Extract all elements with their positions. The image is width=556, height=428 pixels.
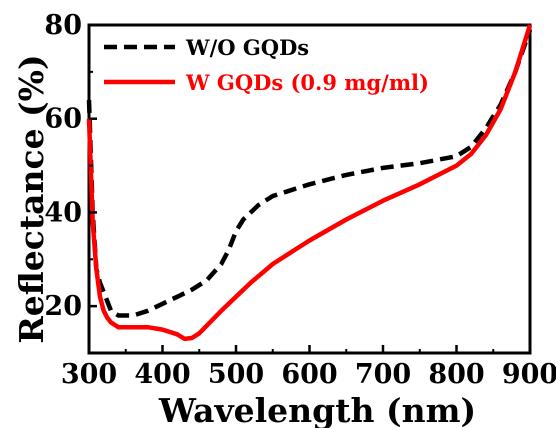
y-tick-label: 20 [44,291,82,322]
series-line-without-gqds [86,28,533,318]
x-axis-title: Wavelength (nm) [158,391,476,428]
y-tick-label: 80 [44,10,82,41]
legend-label: W GQDs (0.9 mg/ml) [185,70,429,95]
x-tick-label: 400 [134,359,190,390]
x-tick-label: 300 [61,359,117,390]
legend-label: W/O GQDs [185,35,309,60]
x-tick-label: 900 [502,359,556,390]
series-line-with-gqds [86,24,533,342]
y-tick-label: 60 [44,104,82,135]
y-tick-label: 40 [44,197,82,228]
x-tick-label: 600 [281,359,337,390]
x-tick-label: 500 [208,359,264,390]
x-tick-label: 700 [355,359,411,390]
x-tick-label: 800 [428,359,484,390]
y-axis-title: Reflectance (%) [12,54,51,343]
